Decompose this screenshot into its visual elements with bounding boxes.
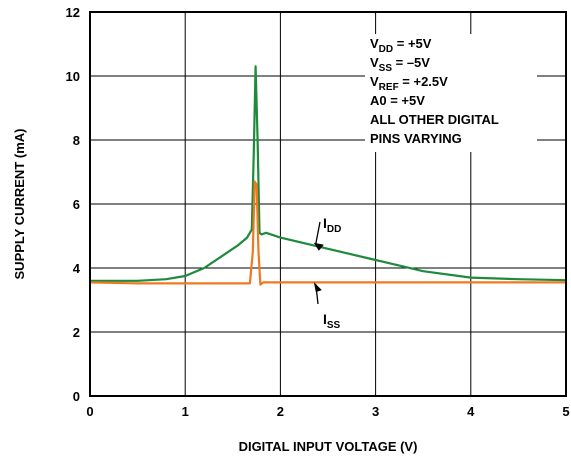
annotation-line: ALL OTHER DIGITAL [370,112,499,127]
y-axis-title: SUPPLY CURRENT (mA) [12,129,27,280]
y-tick-label: 10 [66,69,80,84]
y-tick-label: 12 [66,5,80,20]
y-tick-labels: 0 2 4 6 8 10 12 [66,5,81,404]
x-tick-label: 4 [467,404,475,419]
plot-frame [89,11,567,397]
label-leader-idd [315,221,321,244]
x-axis-title: DIGITAL INPUT VOLTAGE (V) [239,439,418,454]
series-label-iss: ISS [323,311,341,331]
x-tick-label: 0 [86,404,93,419]
label-arrow-idd [313,242,324,251]
label-arrow-iss [313,282,322,293]
series-line-iss [89,180,566,286]
annotation-line: PINS VARYING [370,131,462,146]
series-line-idd [90,65,567,282]
series-label-idd: IDD [323,215,341,235]
x-tick-label: 1 [182,404,189,419]
x-tick-label: 2 [277,404,284,419]
annotation-line: VREF = +2.5V [370,74,448,93]
x-tick-label: 3 [372,404,379,419]
series-lines [89,65,567,286]
y-tick-label: 0 [73,389,80,404]
y-tick-label: 8 [73,133,80,148]
annotation-background [365,34,537,152]
y-tick-label: 4 [73,261,81,276]
x-tick-labels: 0 1 2 3 4 5 [86,404,569,419]
y-tick-label: 2 [73,325,80,340]
annotation-line: VDD = +5V [370,36,432,55]
annotation-line: A0 = +5V [370,93,425,108]
y-tick-label: 6 [73,197,80,212]
annotation-line: VSS = –5V [370,55,430,74]
x-tick-label: 5 [562,404,569,419]
series-labels: IDD ISS [313,215,341,331]
